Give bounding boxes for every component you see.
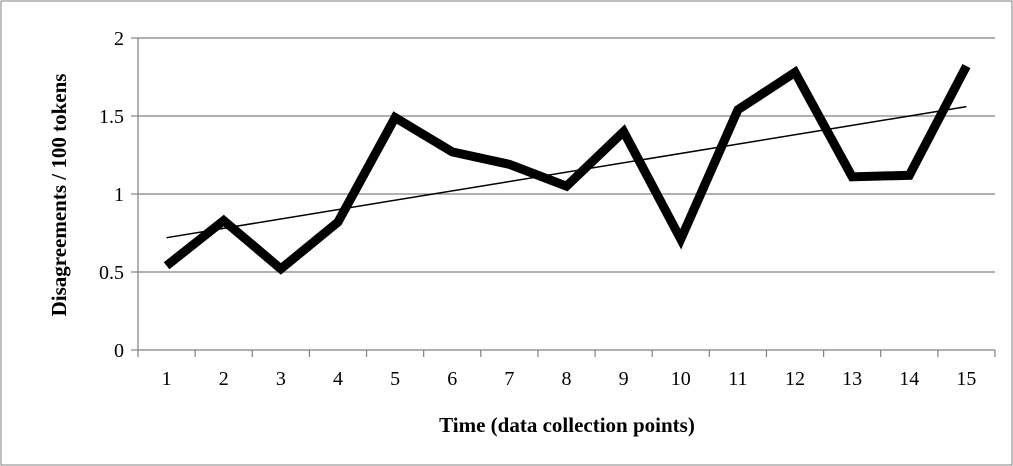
axes <box>131 37 996 357</box>
x-tick-label: 11 <box>728 368 747 390</box>
tick-labels: 00.511.521 2 3 4 5 6 7 8 9 10 11 12 13 14 15 <box>99 28 976 390</box>
x-tick-label: 6 <box>447 368 457 390</box>
y-tick-label: 2 <box>114 28 124 50</box>
x-tick-label: 2 <box>219 368 229 390</box>
x-tick-label: 12 <box>785 368 805 390</box>
x-tick-label: 13 <box>842 368 862 390</box>
x-tick-label: 5 <box>390 368 400 390</box>
x-tick-label: 3 <box>276 368 286 390</box>
x-tick-label: 14 <box>899 368 919 390</box>
x-tick-label: 8 <box>562 368 572 390</box>
trendline-layer <box>166 105 967 239</box>
x-tick-label: 1 <box>162 368 172 390</box>
trendline <box>166 105 967 239</box>
x-tick-label: 4 <box>333 368 343 390</box>
y-tick-label: 0.5 <box>99 262 124 284</box>
x-tick-label: 10 <box>671 368 691 390</box>
gridlines <box>138 37 995 273</box>
y-tick-label: 1.5 <box>99 106 124 128</box>
y-axis-title: Disagreements / 100 tokens <box>47 74 71 317</box>
x-tick-label: 7 <box>504 368 514 390</box>
x-axis-title: Time (data collection points) <box>439 413 695 437</box>
y-tick-label: 1 <box>114 184 124 206</box>
x-tick-label: 9 <box>619 368 629 390</box>
x-tick-label: 15 <box>956 368 976 390</box>
y-tick-label: 0 <box>114 340 124 362</box>
series-layer <box>163 63 971 275</box>
